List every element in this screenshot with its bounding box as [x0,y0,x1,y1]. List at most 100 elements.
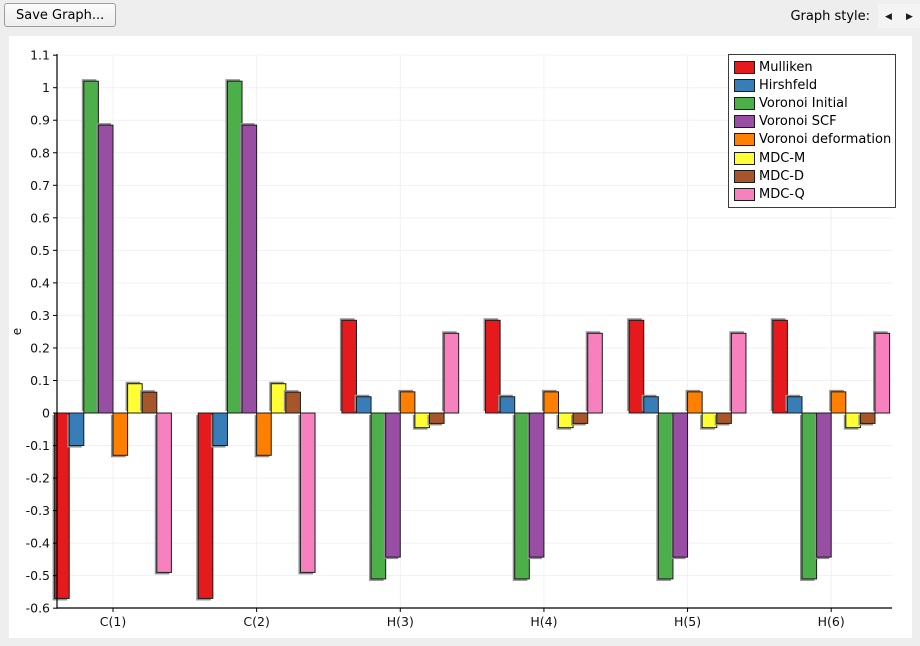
legend-label: Voronoi Initial [759,95,848,111]
bar-mdc-q-C(2) [299,412,316,573]
y-tick-label: 1 [42,80,50,95]
bar-mdc-d-H(4) [572,412,589,424]
y-tick-label: -0.6 [26,601,50,616]
bar-mdc-d-H(6) [859,412,876,424]
legend-item: MDC-D [734,167,893,185]
legend-item: Mulliken [734,58,893,76]
x-tick-label: H(6) [818,614,845,629]
bar-mulliken-H(6) [772,319,788,414]
bar-voronoi-scf-H(4) [528,412,545,558]
charges-bar-chart: 1.1 1 0.9 0.8 0.7 0.6 0.5 0.4 0.3 0.2 0.1 0 -0.1 -0.2… [10,48,892,629]
bar-voronoi-scf-C(2) [241,124,258,414]
bar-voronoi-scf-C(1) [97,124,114,414]
bar-voronoi-scf-H(5) [672,412,689,558]
legend-label: MDC-M [759,150,806,166]
legend-swatch [734,133,755,147]
legend-item: Voronoi SCF [734,113,893,131]
bar-mdc-d-C(1) [141,391,158,414]
legend-label: MDC-Q [759,186,805,202]
graph-style-prev-button[interactable]: ◀ [878,4,899,28]
legend: Mulliken Hirshfeld Voronoi Initial Voronoi … [728,54,896,208]
bar-mdc-q-H(6) [874,332,891,414]
bar-mdc-q-H(4) [587,332,603,414]
bar-voronoi-initial-C(2) [226,80,243,414]
bar-voronoi-deformation-H(3) [399,391,416,414]
bar-mdc-q-H(5) [730,332,747,414]
bar-voronoi-scf-H(3) [385,412,401,558]
y-tick-label: 0.9 [30,113,50,128]
y-tick-label: -0.3 [26,503,50,518]
chart-panel: 1.1 1 0.9 0.8 0.7 0.6 0.5 0.4 0.3 0.2 0.1 0 -0.1 -0.2… [9,36,912,638]
bar-voronoi-initial-H(4) [514,412,530,580]
legend-item: MDC-Q [734,185,893,203]
bar-mdc-d-H(5) [716,412,732,424]
bar-mdc-m-H(3) [414,412,430,429]
bar-voronoi-initial-H(3) [370,412,387,580]
legend-label: Voronoi SCF [759,114,837,130]
graph-style-control: Graph style: ◀ ▶ [790,4,920,28]
x-tick-label: C(1) [100,614,126,629]
graph-style-next-button[interactable]: ▶ [899,4,920,28]
y-axis-label: e [10,328,24,335]
y-tick-label: 0.6 [30,210,50,225]
bar-mdc-d-C(2) [285,391,301,414]
legend-label: MDC-D [759,168,805,184]
bar-mdc-m-H(5) [701,412,718,429]
legend-swatch [734,115,755,129]
y-tick-label: -0.1 [26,438,50,453]
legend-item: Voronoi deformation [734,131,893,149]
bar-hirshfeld-C(2) [212,412,228,447]
y-tick-label: 0.8 [30,145,50,160]
legend-label: Hirshfeld [759,77,818,93]
x-tick-label: H(4) [530,614,557,629]
bar-mulliken-C(2) [197,412,214,599]
y-tick-label: 1.1 [30,48,50,63]
bar-mulliken-C(1) [54,412,70,599]
y-tick-label: 0 [42,406,50,421]
legend-label: Mulliken [759,59,813,75]
legend-swatch [734,187,755,201]
bar-hirshfeld-H(5) [643,396,659,414]
bar-hirshfeld-H(6) [786,396,803,414]
bar-voronoi-deformation-H(6) [830,391,847,414]
bar-voronoi-deformation-H(5) [687,391,703,414]
bar-hirshfeld-C(1) [68,412,85,447]
y-tick-label: -0.2 [26,471,50,486]
bar-voronoi-initial-H(5) [657,412,674,580]
legend-swatch [734,78,755,92]
legend-item: Hirshfeld [734,76,893,94]
y-tick-label: 0.7 [30,178,50,193]
bar-mulliken-H(4) [485,319,501,414]
bar-mdc-m-C(1) [127,383,143,414]
bar-mdc-d-H(3) [428,412,445,424]
y-tick-label: 0.1 [30,373,50,388]
x-tick-label: H(5) [674,614,701,629]
legend-swatch [734,169,755,183]
bar-voronoi-deformation-C(1) [112,412,129,456]
bar-voronoi-initial-H(6) [801,412,818,580]
legend-item: Voronoi Initial [734,94,893,112]
y-tick-label: -0.4 [26,536,50,551]
save-graph-button[interactable]: Save Graph... [4,3,117,27]
graph-style-stepper: ◀ ▶ [878,4,920,28]
x-tick-label: H(3) [387,614,414,629]
bar-mulliken-H(5) [628,319,645,414]
bar-voronoi-initial-C(1) [83,80,99,414]
bar-voronoi-deformation-H(4) [543,391,560,414]
y-tick-label: 0.4 [30,275,50,290]
y-tick-label: 0.5 [30,243,50,258]
legend-item: MDC-M [734,149,893,167]
bar-mdc-q-C(1) [156,412,172,573]
toolbar: Save Graph... Graph style: ◀ ▶ [0,0,920,36]
y-tick-label: -0.5 [26,568,50,583]
legend-swatch [734,151,755,165]
bar-mdc-q-H(3) [443,332,460,414]
bar-hirshfeld-H(3) [355,396,372,414]
y-tick-label: 0.2 [30,340,50,355]
x-tick-label: C(2) [243,614,269,629]
legend-swatch [734,60,755,74]
y-tick-label: 0.3 [30,308,50,323]
bar-mdc-m-H(4) [558,412,574,429]
bar-voronoi-scf-H(6) [816,412,832,558]
graph-style-label: Graph style: [790,8,870,24]
